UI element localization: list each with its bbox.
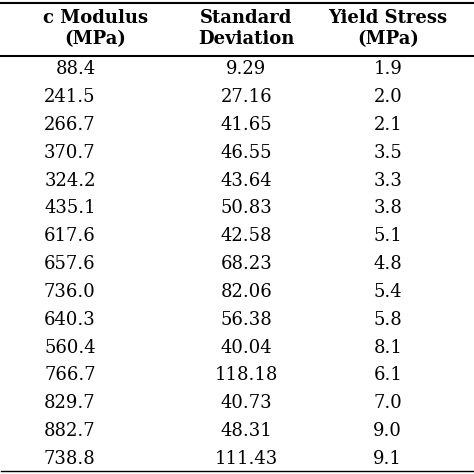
Text: 3.8: 3.8 [374, 200, 402, 218]
Text: 736.0: 736.0 [44, 283, 96, 301]
Text: 82.06: 82.06 [220, 283, 272, 301]
Text: 40.73: 40.73 [220, 394, 272, 412]
Text: 766.7: 766.7 [44, 366, 96, 384]
Text: 41.65: 41.65 [220, 116, 272, 134]
Text: 640.3: 640.3 [44, 310, 96, 328]
Text: 46.55: 46.55 [221, 144, 272, 162]
Text: 9.1: 9.1 [374, 450, 402, 468]
Text: 3.3: 3.3 [374, 172, 402, 190]
Text: Standard
Deviation: Standard Deviation [198, 9, 295, 48]
Text: 56.38: 56.38 [220, 310, 272, 328]
Text: 40.04: 40.04 [220, 338, 272, 356]
Text: 50.83: 50.83 [220, 200, 272, 218]
Text: 48.31: 48.31 [220, 422, 272, 440]
Text: 738.8: 738.8 [44, 450, 96, 468]
Text: 829.7: 829.7 [44, 394, 96, 412]
Text: 5.1: 5.1 [374, 228, 402, 245]
Text: 617.6: 617.6 [44, 228, 96, 245]
Text: Yield Stress
(MPa): Yield Stress (MPa) [328, 9, 447, 48]
Text: 241.5: 241.5 [44, 88, 96, 106]
Text: 3.5: 3.5 [374, 144, 402, 162]
Text: 42.58: 42.58 [221, 228, 272, 245]
Text: 4.8: 4.8 [374, 255, 402, 273]
Text: 560.4: 560.4 [44, 338, 96, 356]
Text: 266.7: 266.7 [44, 116, 96, 134]
Text: 27.16: 27.16 [220, 88, 272, 106]
Text: 5.8: 5.8 [374, 310, 402, 328]
Text: 118.18: 118.18 [215, 366, 278, 384]
Text: c Modulus
(MPa): c Modulus (MPa) [43, 9, 148, 48]
Text: 68.23: 68.23 [220, 255, 272, 273]
Text: 435.1: 435.1 [44, 200, 96, 218]
Text: 9.29: 9.29 [226, 61, 266, 79]
Text: 2.0: 2.0 [374, 88, 402, 106]
Text: 7.0: 7.0 [374, 394, 402, 412]
Text: 111.43: 111.43 [215, 450, 278, 468]
Text: 1.9: 1.9 [374, 61, 402, 79]
Text: 882.7: 882.7 [44, 422, 96, 440]
Text: 6.1: 6.1 [374, 366, 402, 384]
Text: 8.1: 8.1 [374, 338, 402, 356]
Text: 324.2: 324.2 [44, 172, 96, 190]
Text: 88.4: 88.4 [55, 61, 96, 79]
Text: 657.6: 657.6 [44, 255, 96, 273]
Text: 9.0: 9.0 [374, 422, 402, 440]
Text: 2.1: 2.1 [374, 116, 402, 134]
Text: 370.7: 370.7 [44, 144, 96, 162]
Text: 5.4: 5.4 [374, 283, 402, 301]
Text: 43.64: 43.64 [220, 172, 272, 190]
